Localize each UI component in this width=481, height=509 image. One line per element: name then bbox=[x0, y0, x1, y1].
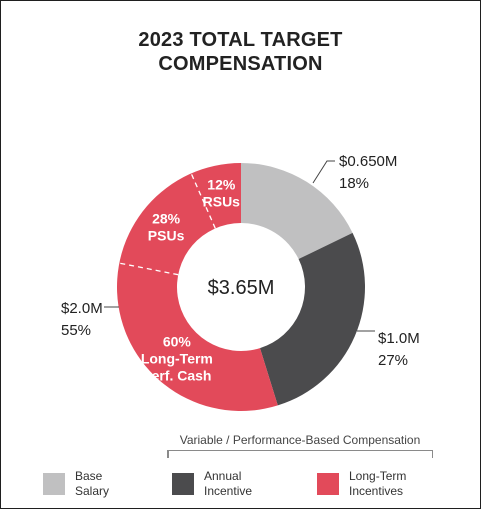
slice-base-salary bbox=[241, 163, 353, 260]
variable-compensation-bracket-label: Variable / Performance-Based Compensatio… bbox=[179, 433, 421, 447]
legend-swatch-annual-incentive bbox=[172, 473, 194, 495]
slice-long-term-incentives bbox=[116, 163, 278, 412]
variable-compensation-bracket bbox=[167, 450, 433, 458]
callout-leader-base-salary bbox=[312, 160, 335, 184]
legend-label-base-salary-line-1: Base bbox=[75, 469, 103, 483]
legend-item-base-salary: Base Salary bbox=[43, 469, 109, 499]
sub-slice-label: 28% bbox=[152, 210, 181, 226]
center-total-label: $3.65M bbox=[208, 277, 275, 299]
chart-title-line-2: COMPENSATION bbox=[158, 53, 323, 75]
legend-label-long-term-incentives-line-2: Incentives bbox=[349, 484, 404, 498]
sub-slice-divider bbox=[119, 262, 179, 276]
legend-item-long-term-incentives: Long-Term Incentives bbox=[317, 469, 406, 499]
legend-swatch-base-salary bbox=[43, 473, 65, 495]
legend-label-annual-incentive-line-2: Incentive bbox=[204, 484, 253, 498]
callout-base-salary: $0.650M bbox=[339, 153, 397, 170]
callout-base-salary: 18% bbox=[339, 175, 369, 192]
legend-label-long-term-incentives-line-1: Long-Term bbox=[349, 469, 407, 483]
sub-slice-label: Perf. Cash bbox=[142, 367, 211, 383]
sub-slice-divider bbox=[190, 173, 216, 229]
callout-annual-incentive: $1.0M bbox=[378, 330, 420, 347]
legend-label-annual-incentive-line-1: Annual bbox=[204, 469, 242, 483]
callout-long-term-incentives: $2.0M bbox=[61, 300, 103, 317]
chart-title-line-1: 2023 TOTAL TARGET bbox=[138, 29, 343, 51]
sub-slice-label: 12% bbox=[207, 177, 236, 193]
legend-label-base-salary-line-2: Salary bbox=[75, 484, 110, 498]
callout-annual-incentive: 27% bbox=[378, 352, 408, 369]
callout-long-term-incentives: 55% bbox=[61, 322, 91, 339]
sub-slice-label: RSUs bbox=[203, 194, 241, 210]
sub-slice-label: 60% bbox=[163, 333, 192, 349]
legend-swatch-long-term-incentives bbox=[317, 473, 339, 495]
sub-slice-label: Long-Term bbox=[141, 350, 213, 366]
legend-item-annual-incentive: Annual Incentive bbox=[172, 469, 252, 499]
slice-annual-incentive bbox=[259, 232, 365, 406]
sub-slice-label: PSUs bbox=[148, 227, 185, 243]
